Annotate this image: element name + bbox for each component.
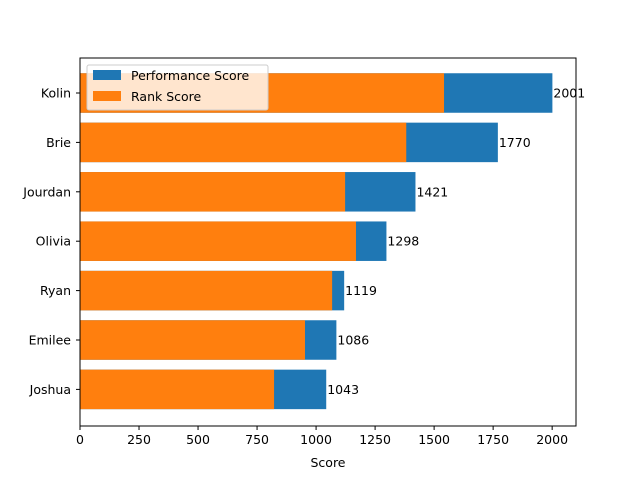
y-tick-label: Joshua (29, 382, 71, 397)
bar-rank-ryan (80, 270, 333, 311)
bar-rank-brie (80, 122, 407, 163)
bar-value-label: 1298 (387, 234, 419, 249)
y-tick-label: Ryan (40, 283, 71, 298)
legend-swatch-performance (93, 70, 121, 80)
x-tick-label: 0 (76, 432, 84, 447)
x-axis-label: Score (310, 455, 345, 470)
y-tick-label: Brie (46, 135, 71, 150)
legend: Performance Score Rank Score (86, 64, 269, 111)
x-tick-label: 750 (245, 432, 269, 447)
bar-value-label: 1119 (345, 283, 377, 298)
legend-box (86, 64, 269, 111)
bar-value-label: 1043 (327, 382, 359, 397)
bar-value-label: 1421 (416, 184, 448, 199)
bar-value-label: 2001 (553, 86, 585, 101)
axes-frame (79, 57, 577, 427)
x-tick-label: 250 (127, 432, 151, 447)
bar-rank-emilee (80, 320, 305, 360)
bar-rank-jourdan (80, 172, 346, 212)
x-tick-label: 1250 (359, 432, 391, 447)
y-tick-label: Olivia (36, 234, 71, 249)
y-tick-label: Kolin (41, 86, 71, 101)
bar-value-labels: 2001 1770 1421 1298 1119 1086 1043 (327, 86, 585, 397)
legend-label-performance: Performance Score (131, 68, 250, 83)
y-tick-label: Jourdan (22, 184, 71, 199)
bars-layer (80, 73, 553, 410)
bar-value-label: 1086 (337, 333, 369, 348)
x-tick-label: 2000 (536, 432, 568, 447)
x-tick-label: 500 (186, 432, 210, 447)
x-tick-label: 1500 (418, 432, 450, 447)
y-tick-label: Emilee (29, 333, 72, 348)
bar-rank-joshua (80, 369, 275, 410)
x-tick-label: 1000 (300, 432, 332, 447)
bar-value-label: 1770 (499, 135, 531, 150)
legend-swatch-rank (93, 91, 121, 101)
x-tick-label: 1750 (477, 432, 509, 447)
y-axis-ticks: Kolin Brie Jourdan Olivia Ryan Emilee Joshua (22, 86, 80, 397)
bar-rank-olivia (80, 221, 356, 261)
legend-label-rank: Rank Score (131, 89, 202, 104)
x-axis-ticks: 0 250 500 750 1000 1250 1500 1750 2000 (76, 426, 568, 447)
